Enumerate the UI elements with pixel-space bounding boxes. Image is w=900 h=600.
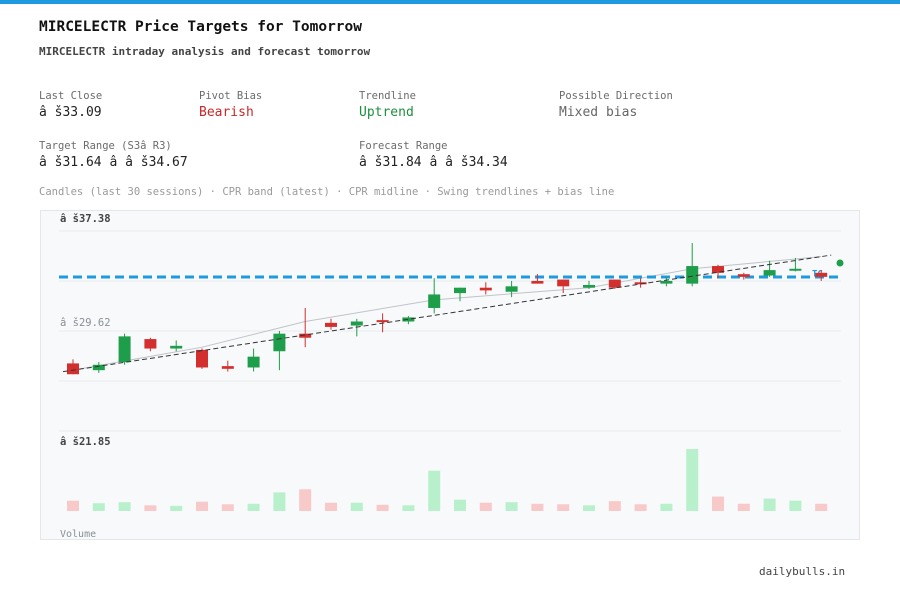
candle-body [376,320,389,323]
page-title: MIRCELECTR Price Targets for Tomorrow [39,19,363,35]
candle-body [118,336,131,363]
volume-bar [144,505,157,511]
volume-bar [763,498,776,511]
candle-body [815,272,828,277]
candle-body [144,339,157,349]
pivot-bias-value: Bearish [199,105,254,120]
bias-trendline [62,254,832,373]
candle-body [583,284,595,288]
candle-body [712,266,724,273]
candle-body [454,287,466,294]
trendline-label: Trendline [359,90,416,102]
volume-bar [557,504,570,511]
footer-brand: dailybulls.in [759,565,846,578]
stat-forecast-range: Forecast Range â š31.84 â â š34.34 [359,140,508,170]
candle-body [634,282,647,285]
volume-bar [712,496,724,511]
volume-bar [402,505,415,511]
volume-bar [479,502,492,511]
candle-body [428,294,441,308]
candles [67,243,828,375]
volume-bar [170,505,183,511]
top-accent-bar [0,0,900,4]
candle-body [350,321,363,326]
candle-body [763,270,776,276]
volume-bar [454,499,466,511]
target-range-label: Target Range (S3â R3) [39,140,172,152]
candle-body [660,280,673,284]
candle-body [247,356,260,368]
volume-bar [325,502,337,511]
volume-bar [273,492,286,511]
candle-body [273,333,286,352]
candle-body [325,322,337,327]
candle-body [737,274,750,277]
volume-bar [531,503,544,511]
volume-bar [737,503,750,511]
y-tick-label: â š37.38 [60,213,111,225]
volume-bar [67,500,79,511]
candle-body [221,366,234,369]
stat-last-close: Last Close â š33.09 [39,90,102,120]
target-range-value: â š31.64 â â š34.67 [39,155,188,170]
volume-bar [221,504,234,511]
volume-bar [376,504,389,511]
volume-bar [299,489,312,511]
chart-caption: Candles (last 30 sessions) · CPR band (l… [39,186,615,198]
grid-lines [59,230,841,432]
last-close-value: â š33.09 [39,105,102,120]
volume-bar [686,449,699,511]
candle-body [608,279,621,288]
candle-body [67,363,79,375]
volume-bar [428,470,441,511]
trendline-value: Uptrend [359,105,414,120]
candle-body [479,287,492,291]
forecast-range-value: â š31.84 â â š34.34 [359,155,508,170]
candle-body [557,279,570,287]
volume-bar [789,500,802,511]
volume-bar [196,501,208,511]
candle-body [531,280,544,284]
candle-body [686,266,699,284]
y-tick-label: â š29.62 [60,317,111,329]
y-tick-label: â š21.85 [60,436,111,448]
volume-bar [350,502,363,511]
volume-bar [118,502,131,511]
forecast-range-label: Forecast Range [359,140,448,152]
volume-bar [92,503,105,511]
candle-body [299,333,312,338]
volume-bar [608,501,621,511]
projection-dot [836,259,844,267]
volume-label: Volume [60,529,96,539]
volume-bar [815,503,828,511]
stat-direction: Possible Direction Mixed bias [559,90,673,120]
bias-line [62,254,844,373]
candle-body [789,268,802,271]
candle-body [402,317,415,322]
axis-labels: â š37.38 â š29.62 â š21.85 Volume [60,213,111,539]
volume-bar [247,503,260,511]
stat-target-range: Target Range (S3â R3) â š31.64 â â š34.6… [39,140,188,170]
volume-bar [505,502,518,511]
last-close-label: Last Close [39,90,103,102]
volume-bars [67,449,828,511]
stat-pivot-bias: Pivot Bias Bearish [199,90,262,120]
page-subtitle: MIRCELECTR intraday analysis and forecas… [39,45,371,58]
direction-label: Possible Direction [559,90,673,102]
volume-bar [583,505,595,511]
volume-bar [660,503,673,511]
candle-body [196,349,208,368]
direction-value: Mixed bias [559,105,638,120]
candle-body [92,364,105,371]
candle-body [170,345,183,349]
stat-trendline: Trendline Uptrend [359,90,416,120]
candle-body [505,286,518,292]
volume-bar [634,504,647,511]
pivot-bias-label: Pivot Bias [199,90,263,102]
